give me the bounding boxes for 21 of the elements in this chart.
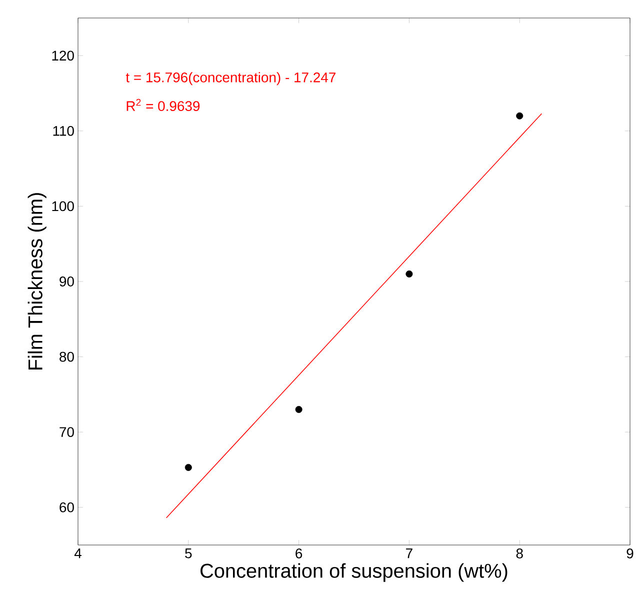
y-tick-label: 60 bbox=[60, 502, 74, 512]
x-tick-label: 6 bbox=[296, 548, 302, 558]
x-tick-label: 7 bbox=[406, 548, 412, 558]
point bbox=[295, 406, 302, 413]
x-tick-label: 8 bbox=[516, 548, 523, 558]
annotation: t = 15.796(concentration) - 17.247 bbox=[126, 72, 336, 86]
x-tick-label: 4 bbox=[74, 548, 82, 558]
y-axis-title: Film Thickness (nm) bbox=[28, 193, 46, 370]
y-tick-label: 70 bbox=[60, 427, 74, 438]
y-tick-label: 100 bbox=[52, 201, 74, 212]
x-tick-label: 9 bbox=[626, 548, 634, 558]
x-tick-label: 5 bbox=[185, 548, 192, 558]
point bbox=[184, 464, 192, 471]
y-tick-label: 110 bbox=[53, 126, 74, 136]
point bbox=[406, 270, 413, 278]
y-tick-label: 80 bbox=[60, 352, 74, 362]
annotation: R$^{2}$ = 0.9639 bbox=[126, 98, 200, 112]
point bbox=[516, 112, 524, 120]
y-tick-label: 90 bbox=[60, 276, 74, 286]
x-axis-title: Concentration of suspension (wt%) bbox=[200, 563, 508, 582]
y-tick-label: 120 bbox=[52, 50, 74, 61]
